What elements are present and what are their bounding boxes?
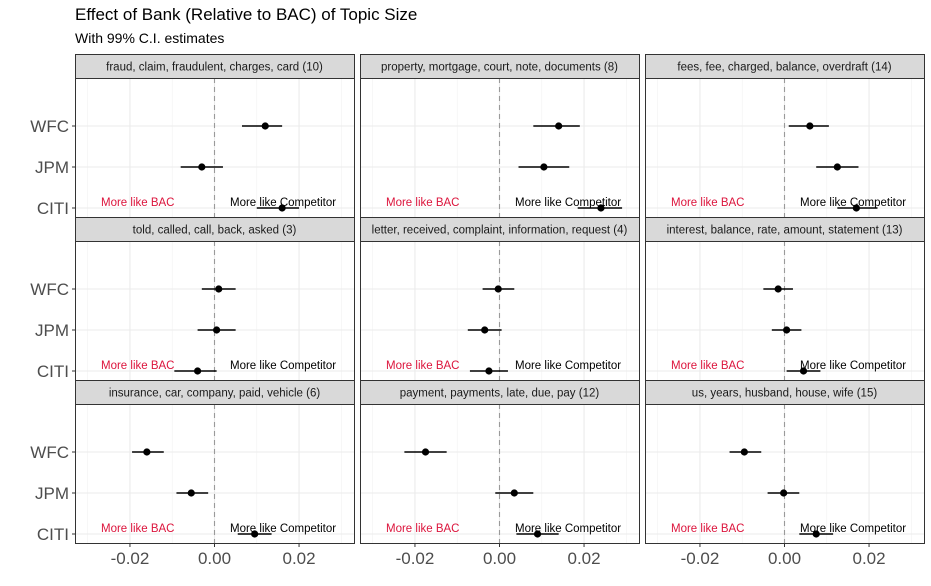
point-estimate	[143, 448, 151, 456]
annotation-more-like-bac: More like BAC	[386, 197, 460, 209]
x-tick-label: 0.00	[768, 549, 801, 568]
x-tick-label: 0.00	[198, 549, 231, 568]
facet-strip	[360, 380, 640, 405]
x-tick-label: 0.00	[483, 549, 516, 568]
facet-strip-label: property, mortgage, court, note, documen…	[381, 62, 618, 74]
point-estimate	[215, 285, 223, 293]
facet-strip	[360, 217, 640, 242]
point-estimate	[806, 122, 814, 130]
facet-strip	[75, 380, 355, 405]
annotation-more-like-bac: More like BAC	[101, 523, 175, 535]
point-estimate	[481, 326, 489, 334]
point-estimate	[783, 326, 791, 334]
y-tick-label: WFC	[30, 280, 69, 299]
annotation-more-like-competitor: More like Competitor	[230, 360, 336, 372]
x-tick-label: -0.02	[111, 549, 150, 568]
annotation-more-like-bac: More like BAC	[101, 360, 175, 372]
facet-strip-label: fees, fee, charged, balance, overdraft (…	[677, 62, 891, 74]
facet-strip-label: letter, received, complaint, information…	[372, 225, 628, 237]
y-tick-label: CITI	[37, 199, 69, 218]
facet-panel: fees, fee, charged, balance, overdraft (…	[645, 54, 925, 218]
facet-strip	[645, 54, 925, 79]
point-estimate	[799, 367, 808, 375]
annotation-more-like-bac: More like BAC	[386, 360, 460, 372]
facet-strip	[75, 217, 355, 242]
annotation-more-like-competitor: More like Competitor	[515, 197, 621, 209]
chart-subtitle: With 99% C.I. estimates	[75, 30, 224, 46]
point-estimate	[193, 367, 202, 375]
facet-panel: us, years, husband, house, wife (15) More…	[645, 380, 925, 568]
facet-strip-label: payment, payments, late, due, pay (12)	[400, 388, 600, 400]
facet-strip-label: told, called, call, back, asked (3)	[133, 225, 297, 237]
x-tick-label: 0.02	[567, 549, 600, 568]
facet-panel: letter, received, complaint, information…	[360, 217, 640, 381]
x-tick-label: -0.02	[396, 549, 435, 568]
point-estimate	[510, 489, 518, 497]
annotation-more-like-competitor: More like Competitor	[800, 360, 906, 372]
y-tick-label: WFC	[30, 443, 69, 462]
point-estimate	[278, 204, 286, 212]
point-estimate	[421, 448, 430, 456]
y-tick-label: CITI	[37, 362, 69, 381]
chart-title: Effect of Bank (Relative to BAC) of Topi…	[75, 5, 417, 24]
point-estimate	[780, 489, 788, 497]
point-estimate	[485, 367, 493, 375]
annotation-more-like-bac: More like BAC	[386, 523, 460, 535]
point-estimate	[555, 122, 563, 130]
point-estimate	[740, 448, 748, 456]
x-tick-label: 0.02	[852, 549, 885, 568]
point-estimate	[774, 285, 782, 293]
facet-strip-label: fraud, claim, fraudulent, charges, card …	[106, 62, 323, 74]
facet-strip-label: us, years, husband, house, wife (15)	[692, 388, 878, 400]
annotation-more-like-bac: More like BAC	[671, 523, 745, 535]
facet-strip-label: insurance, car, company, paid, vehicle (…	[109, 388, 321, 400]
x-tick-label: 0.02	[282, 549, 315, 568]
annotation-more-like-competitor: More like Competitor	[515, 523, 621, 535]
annotation-more-like-bac: More like BAC	[671, 197, 745, 209]
y-tick-label: JPM	[35, 158, 69, 177]
annotation-more-like-competitor: More like Competitor	[800, 523, 906, 535]
y-tick-label: JPM	[35, 321, 69, 340]
point-estimate	[251, 530, 259, 538]
point-estimate	[533, 530, 542, 538]
y-tick-label: JPM	[35, 484, 69, 503]
point-estimate	[213, 326, 221, 334]
annotation-more-like-competitor: More like Competitor	[230, 523, 336, 535]
facet-panel: property, mortgage, court, note, documen…	[360, 54, 640, 218]
point-estimate	[494, 285, 502, 293]
annotation-more-like-bac: More like BAC	[101, 197, 175, 209]
point-estimate	[540, 163, 548, 171]
facet-panel: payment, payments, late, due, pay (12) Mo…	[360, 380, 640, 568]
annotation-more-like-bac: More like BAC	[671, 360, 745, 372]
y-tick-label: WFC	[30, 117, 69, 136]
point-estimate	[198, 163, 206, 171]
point-estimate	[833, 163, 841, 171]
x-tick-label: -0.02	[681, 549, 720, 568]
panel-grid: fraud, claim, fraudulent, charges, card …	[30, 54, 925, 568]
annotation-more-like-competitor: More like Competitor	[515, 360, 621, 372]
annotation-more-like-competitor: More like Competitor	[230, 197, 336, 209]
facet-strip-label: interest, balance, rate, amount, stateme…	[667, 225, 903, 237]
annotation-more-like-competitor: More like Competitor	[800, 197, 906, 209]
point-estimate	[261, 122, 269, 130]
y-tick-label: CITI	[37, 525, 69, 544]
facet-panel: interest, balance, rate, amount, stateme…	[645, 217, 925, 381]
facet-strip	[75, 54, 355, 79]
point-estimate	[812, 530, 820, 538]
point-estimate	[597, 204, 605, 212]
point-estimate	[852, 204, 860, 212]
facet-panel: insurance, car, company, paid, vehicle (…	[30, 380, 355, 568]
point-estimate	[187, 489, 195, 497]
facet-panel: fraud, claim, fraudulent, charges, card …	[30, 54, 355, 218]
facet-panel: told, called, call, back, asked (3) More …	[30, 217, 355, 381]
